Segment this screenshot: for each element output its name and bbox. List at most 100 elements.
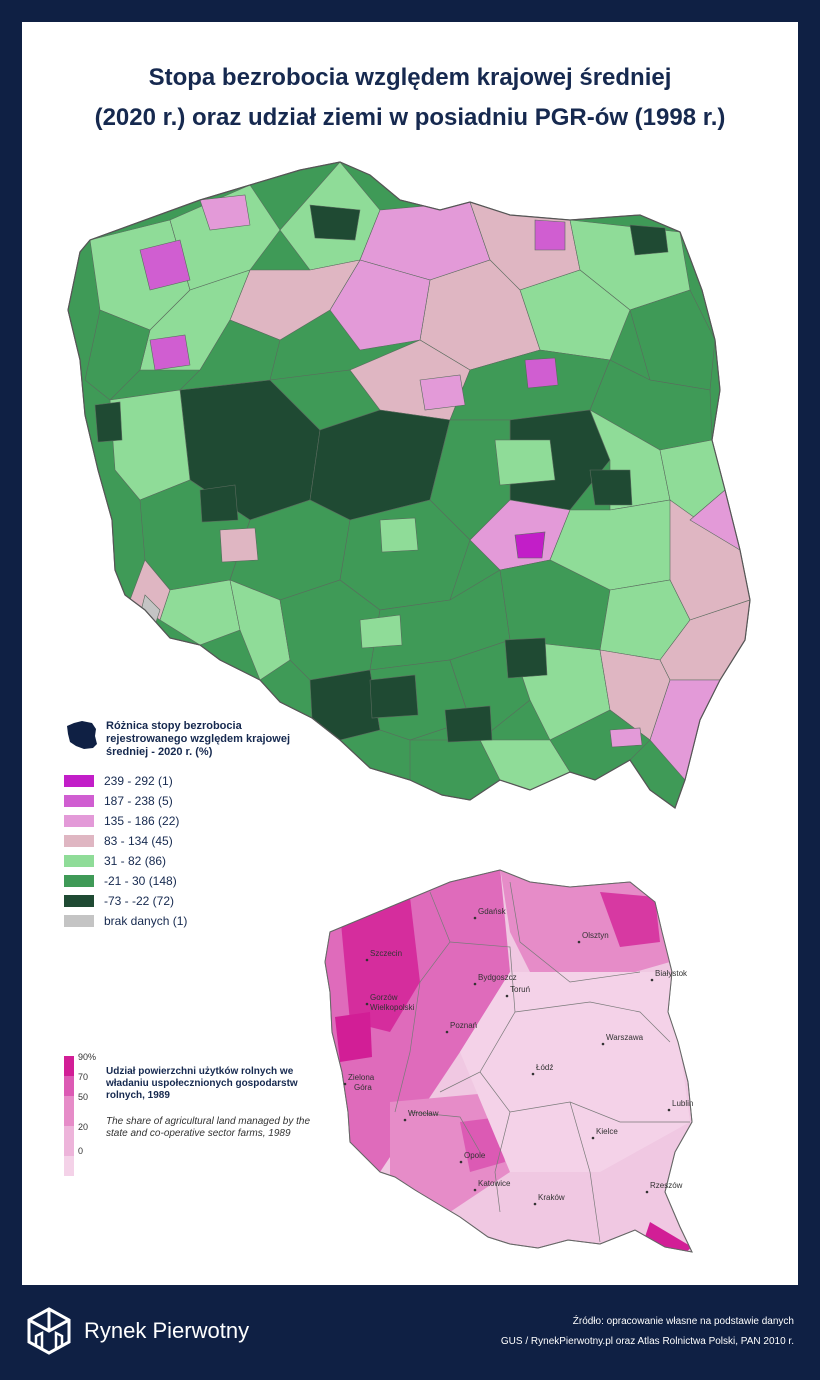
city-dot	[645, 1190, 649, 1194]
city-label: Toruń	[510, 985, 530, 994]
legend-swatch	[64, 875, 94, 887]
city-dot	[650, 978, 654, 982]
city-dot	[577, 940, 581, 944]
city-dot	[505, 994, 509, 998]
city-label: Bydgoszcz	[478, 973, 517, 982]
region	[199, 194, 251, 231]
legend-swatch	[64, 795, 94, 807]
pgr-zone	[335, 1012, 372, 1062]
city-label: Kielce	[596, 1127, 618, 1136]
region	[229, 579, 291, 681]
legend-swatch	[64, 775, 94, 787]
city-label: Katowice	[478, 1179, 511, 1188]
pgr-legend-title: Udział powierzchni użytków rolnych we wł…	[106, 1066, 298, 1101]
city-dot	[365, 958, 369, 962]
pgr-zone	[645, 1222, 692, 1252]
legend-swatch	[64, 815, 94, 827]
poland-silhouette-icon	[67, 721, 97, 749]
legend-label: -21 - 30 (148)	[104, 874, 177, 888]
city-dot	[533, 1202, 537, 1206]
region	[504, 637, 548, 679]
region	[369, 674, 419, 719]
legend-label: 31 - 82 (86)	[104, 854, 167, 868]
legend-swatch	[64, 915, 94, 927]
legend-label: 83 - 134 (45)	[104, 834, 173, 848]
city-label: Lublin	[672, 1099, 693, 1108]
region	[219, 527, 259, 563]
page-title: Stopa bezrobocia względem krajowej średn…	[22, 58, 798, 138]
title-line-2: (2020 r.) oraz udział ziemi w posiadniu …	[94, 104, 726, 131]
city-label: Szczecin	[370, 949, 402, 958]
city-label: Kraków	[538, 1193, 565, 1202]
city-label: Wrocław	[408, 1109, 439, 1118]
city-dot	[667, 1108, 671, 1112]
scale-tick-90: 90%	[78, 1052, 97, 1062]
region	[629, 289, 716, 391]
source-note: Źródło: opracowanie własne na podstawie …	[501, 1312, 794, 1352]
scale-tick-0: 0	[78, 1146, 84, 1156]
scale-bar-5	[64, 1156, 74, 1176]
scale-bar-2	[64, 1076, 74, 1096]
legend-label: 239 - 292 (1)	[104, 774, 173, 788]
legend-item: 187 - 238 (5)	[64, 791, 291, 811]
city-dot	[531, 1072, 535, 1076]
region	[309, 669, 381, 741]
region	[199, 484, 239, 523]
region	[444, 705, 493, 743]
city-dot	[445, 1030, 449, 1034]
region	[179, 319, 281, 391]
legend-title: Różnica stopy bezrobocia rejestrowanego …	[106, 720, 291, 758]
city-labels: Gdańsk Olsztyn Szczecin Bydgoszcz Toruń Biały…	[343, 907, 693, 1206]
title-line-1: Stopa bezrobocia względem krajowej średn…	[148, 64, 672, 91]
legend-label: 187 - 238 (5)	[104, 794, 173, 808]
city-label: Rzeszów	[650, 1181, 683, 1190]
city-label: Gorzów Wielkopolski	[370, 993, 415, 1012]
legend-item: 31 - 82 (86)	[64, 851, 291, 871]
region	[139, 239, 191, 291]
region	[419, 374, 466, 411]
region	[94, 401, 123, 443]
brand-name: Rynek Pierwotny	[84, 1318, 250, 1343]
city-dot	[459, 1160, 463, 1164]
rynek-pierwotny-logo-icon	[27, 1307, 71, 1355]
scale-tick-50: 50	[78, 1092, 89, 1102]
brand: Rynek Pierwotny	[24, 1306, 249, 1356]
city-dot	[473, 982, 477, 986]
scale-tick-20: 20	[78, 1122, 89, 1132]
poland-border	[67, 161, 751, 809]
legend-item: 135 - 186 (22)	[64, 811, 291, 831]
scale-bar-1	[64, 1056, 74, 1076]
legend-item: -21 - 30 (148)	[64, 871, 291, 891]
legend-label: 135 - 186 (22)	[104, 814, 180, 828]
region	[629, 224, 669, 256]
legend-label: -73 - -22 (72)	[104, 894, 175, 908]
pgr-legend-subtitle: The share of agricultural land managed b…	[106, 1116, 311, 1139]
pgr-zone	[600, 892, 660, 947]
legend-label: brak danych (1)	[104, 914, 188, 928]
region	[494, 439, 556, 486]
unemployment-legend: Różnica stopy bezrobocia rejestrowanego …	[64, 720, 291, 931]
region	[589, 469, 633, 506]
city-label: Poznań	[450, 1021, 477, 1030]
voivodeship-borders	[394, 881, 690, 1243]
city-dot	[473, 1188, 477, 1192]
legend-rows: 239 - 292 (1) 187 - 238 (5) 135 - 186 (22)…	[64, 771, 291, 931]
pgr-zone	[340, 897, 420, 1032]
unemployment-map	[67, 161, 751, 809]
city-dot	[365, 1002, 369, 1006]
city-label: Gdańsk	[478, 907, 507, 916]
legend-item: brak danych (1)	[64, 911, 291, 931]
region	[534, 219, 566, 251]
county-regions	[84, 162, 750, 801]
region	[524, 357, 559, 389]
city-label: Opole	[464, 1151, 486, 1160]
city-dot	[403, 1118, 407, 1122]
region	[149, 334, 191, 371]
city-label: Warszawa	[606, 1033, 644, 1042]
city-label: Zielona Góra	[348, 1073, 375, 1092]
legend-swatch	[64, 895, 94, 907]
source-line-2: GUS / RynekPierwotny.pl oraz Atlas Rolni…	[500, 1336, 794, 1347]
legend-item: 83 - 134 (45)	[64, 831, 291, 851]
region	[159, 579, 241, 646]
scale-bar-3	[64, 1096, 74, 1126]
